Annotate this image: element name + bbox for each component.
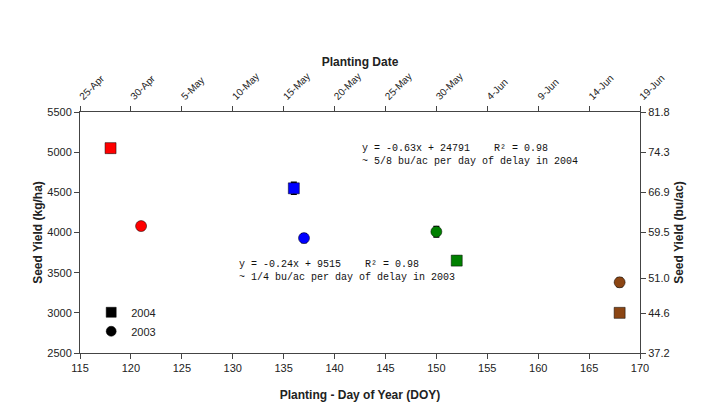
svg-text:2003: 2003 xyxy=(131,326,155,338)
svg-text:125: 125 xyxy=(173,362,191,374)
svg-text:3000: 3000 xyxy=(47,307,71,319)
svg-text:165: 165 xyxy=(580,362,598,374)
svg-text:25-Apr: 25-Apr xyxy=(77,72,106,101)
svg-text:20-May: 20-May xyxy=(332,71,363,102)
svg-text:81.8: 81.8 xyxy=(648,106,669,118)
svg-text:25-May: 25-May xyxy=(383,71,414,102)
svg-text:30-Apr: 30-Apr xyxy=(128,72,157,101)
svg-text:Planting - Day of Year (DOY): Planting - Day of Year (DOY) xyxy=(280,388,440,402)
svg-text:51.0: 51.0 xyxy=(648,272,669,284)
svg-text:5500: 5500 xyxy=(47,106,71,118)
svg-text:9-Jun: 9-Jun xyxy=(535,76,560,101)
svg-text:Seed Yield (kg/ha): Seed Yield (kg/ha) xyxy=(31,181,45,284)
svg-text:115: 115 xyxy=(71,362,89,374)
svg-text:145: 145 xyxy=(376,362,394,374)
svg-text:14-Jun: 14-Jun xyxy=(586,73,615,102)
svg-text:y = -0.24x + 9515 R² = 0.98: y = -0.24x + 9515 R² = 0.98~ 1/4 bu/ac p… xyxy=(239,259,455,283)
svg-text:4500: 4500 xyxy=(47,186,71,198)
svg-text:74.3: 74.3 xyxy=(648,146,669,158)
svg-text:30-May: 30-May xyxy=(434,71,465,102)
svg-text:44.6: 44.6 xyxy=(648,307,669,319)
svg-text:y = -0.63x + 24791 R² = 0.9: y = -0.63x + 24791 R² = 0.98~ 5/8 bu/ac … xyxy=(362,143,578,167)
svg-text:37.2: 37.2 xyxy=(648,347,669,359)
svg-text:59.5: 59.5 xyxy=(648,226,669,238)
svg-text:4-Jun: 4-Jun xyxy=(484,76,509,101)
svg-text:4000: 4000 xyxy=(47,226,71,238)
svg-text:135: 135 xyxy=(274,362,292,374)
svg-text:Planting Date: Planting Date xyxy=(322,55,399,69)
svg-text:15-May: 15-May xyxy=(281,71,312,102)
svg-text:130: 130 xyxy=(224,362,242,374)
svg-text:5-May: 5-May xyxy=(179,75,206,102)
svg-text:66.9: 66.9 xyxy=(648,186,669,198)
svg-text:2004: 2004 xyxy=(131,307,155,319)
svg-text:Seed Yield (bu/ac): Seed Yield (bu/ac) xyxy=(672,181,686,284)
svg-text:2500: 2500 xyxy=(47,347,71,359)
svg-text:5000: 5000 xyxy=(47,146,71,158)
svg-text:170: 170 xyxy=(631,362,649,374)
svg-text:19-Jun: 19-Jun xyxy=(637,73,666,102)
svg-text:140: 140 xyxy=(325,362,343,374)
svg-text:160: 160 xyxy=(529,362,547,374)
svg-text:150: 150 xyxy=(427,362,445,374)
svg-text:10-May: 10-May xyxy=(230,71,261,102)
svg-text:3500: 3500 xyxy=(47,267,71,279)
svg-text:155: 155 xyxy=(478,362,496,374)
svg-text:120: 120 xyxy=(122,362,140,374)
